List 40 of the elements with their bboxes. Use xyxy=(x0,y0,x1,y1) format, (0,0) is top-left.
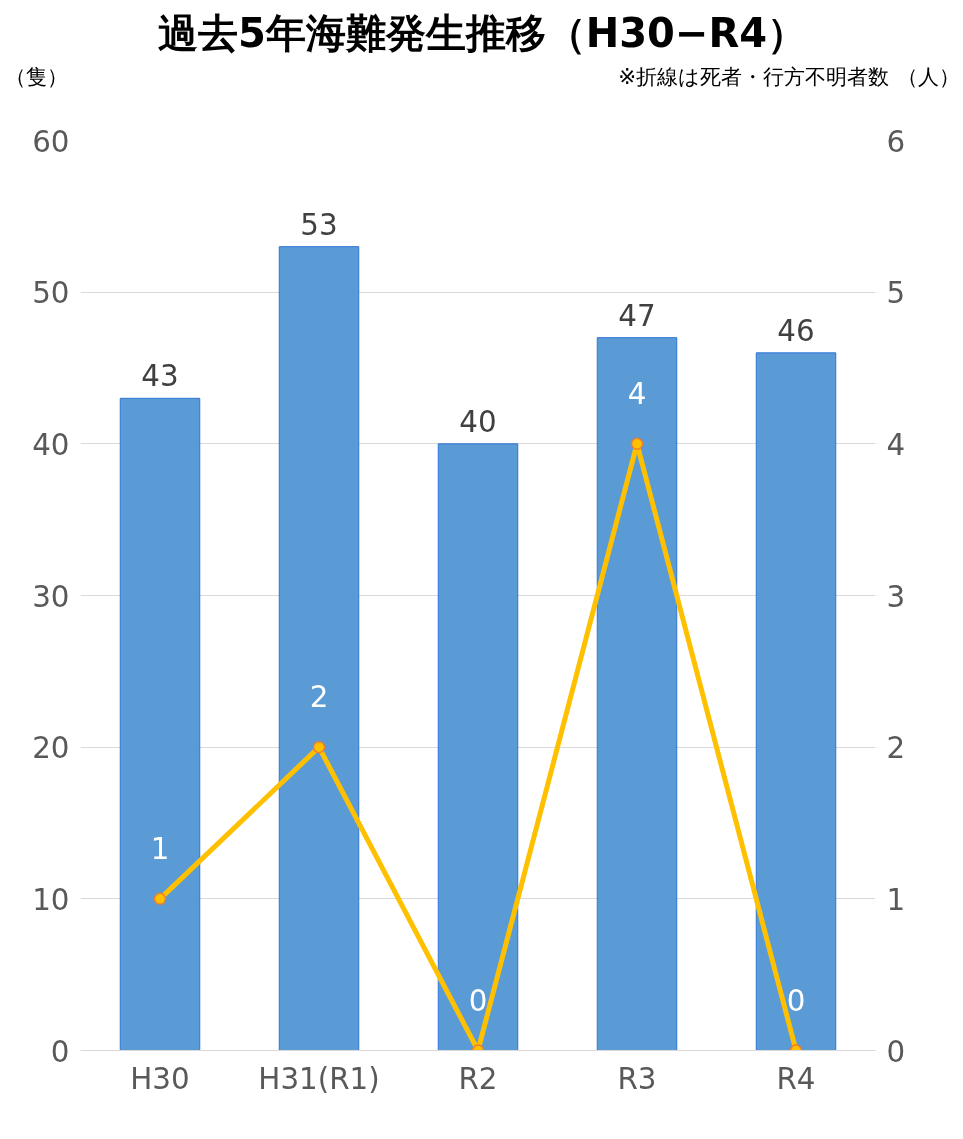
y-tick-label: 10 xyxy=(32,882,70,917)
point xyxy=(630,437,644,451)
y-tick-label: 40 xyxy=(32,427,70,462)
data-label: 53 xyxy=(300,207,338,242)
y-tick-label: 30 xyxy=(32,579,70,614)
y2-tick-label: 0 xyxy=(886,1034,906,1069)
bar xyxy=(278,246,360,1051)
bar xyxy=(596,337,678,1051)
data-label: 46 xyxy=(777,313,815,348)
y2-tick-label: 3 xyxy=(886,579,906,614)
x-tick-label: H30 xyxy=(130,1061,190,1096)
data-label: 40 xyxy=(459,404,497,439)
data-label: 0 xyxy=(468,983,488,1018)
y-tick-label: 50 xyxy=(32,276,70,311)
y-tick-label: 0 xyxy=(50,1034,70,1069)
bar xyxy=(119,397,201,1051)
text: ※折線は死者・行方不明者数 xyxy=(617,63,890,92)
y-tick-label: 60 xyxy=(32,124,70,159)
y2-tick-label: 6 xyxy=(886,124,906,159)
data-label: 1 xyxy=(150,831,170,866)
y2-tick-label: 2 xyxy=(886,731,906,766)
data-label: 2 xyxy=(309,680,329,715)
x-tick-label: R3 xyxy=(617,1061,657,1096)
y-tick-label: 20 xyxy=(32,731,70,766)
bar xyxy=(755,352,837,1051)
y-axis-title: （隻） xyxy=(5,63,68,92)
y2-tick-label: 5 xyxy=(886,276,906,311)
x-tick-label: H31(R1) xyxy=(258,1061,380,1096)
y2-tick-label: 1 xyxy=(886,882,906,917)
data-label: 0 xyxy=(786,983,806,1018)
point xyxy=(312,740,326,754)
chart-title: 過去5年海難発生推移（H30−R4） xyxy=(156,9,809,58)
data-label: 47 xyxy=(618,298,656,333)
x-tick-label: R2 xyxy=(458,1061,498,1096)
y2-axis-title: （人） xyxy=(897,63,960,92)
x-tick-label: R4 xyxy=(776,1061,816,1096)
bar xyxy=(437,443,519,1051)
data-label: 4 xyxy=(627,376,647,411)
y2-tick-label: 4 xyxy=(886,427,906,462)
data-label: 43 xyxy=(141,359,179,394)
